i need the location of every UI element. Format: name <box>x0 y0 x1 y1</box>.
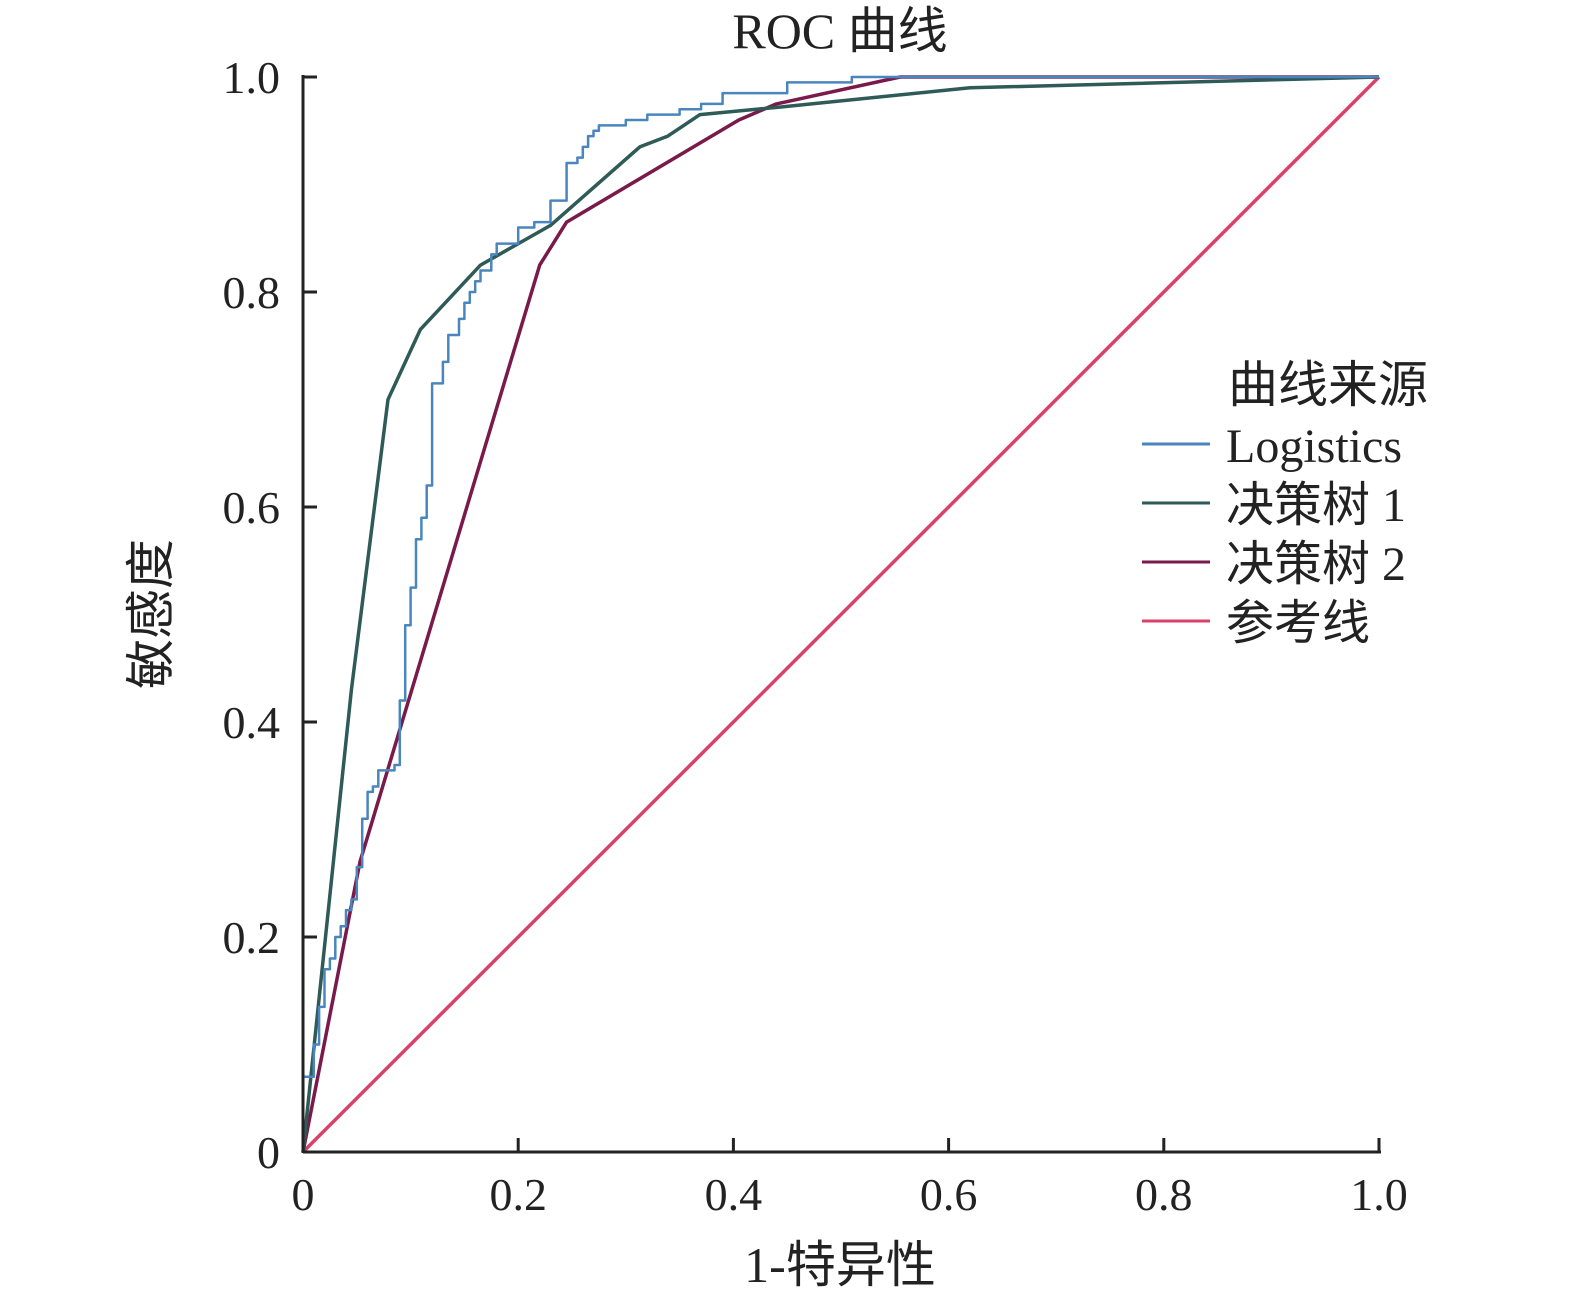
x-tick-label: 1.0 <box>1350 1169 1408 1220</box>
y-axis-label: 敏感度 <box>123 539 179 689</box>
axes <box>301 75 1381 1154</box>
chart-title: ROC 曲线 <box>732 3 947 59</box>
x-tick-label: 0.2 <box>489 1169 547 1220</box>
x-tick-label: 0 <box>292 1169 315 1220</box>
y-tick-label: 0.8 <box>223 267 281 318</box>
legend-label: 决策树 1 <box>1226 479 1406 532</box>
x-ticks: 0 0.2 0.4 0.6 0.8 1.0 <box>292 1138 1408 1220</box>
y-tick-label: 0.6 <box>223 482 281 533</box>
legend: 曲线来源 Logistics 决策树 1 决策树 2 参考线 <box>1142 357 1428 650</box>
series-line-0 <box>301 75 1379 1152</box>
legend-label: Logistics <box>1226 420 1402 473</box>
x-tick-label: 0.6 <box>920 1169 978 1220</box>
plot-area <box>301 75 1381 1154</box>
legend-label: 参考线 <box>1226 597 1370 650</box>
series-line-2 <box>301 75 1379 1153</box>
series-line-1 <box>301 75 1380 1153</box>
y-tick-label: 0.4 <box>223 697 281 748</box>
x-axis-label: 1-特异性 <box>744 1237 936 1293</box>
legend-label: 决策树 2 <box>1226 538 1406 591</box>
y-tick-label: 0.2 <box>223 912 281 963</box>
y-ticks: 0 0.2 0.4 0.6 0.8 1.0 <box>223 52 317 1178</box>
x-tick-label: 0.8 <box>1135 1169 1193 1220</box>
legend-title: 曲线来源 <box>1228 357 1428 413</box>
series-line-3 <box>301 75 1381 1154</box>
y-tick-label: 1.0 <box>223 52 281 103</box>
x-tick-label: 0.4 <box>705 1169 763 1220</box>
y-tick-label: 0 <box>257 1127 280 1178</box>
